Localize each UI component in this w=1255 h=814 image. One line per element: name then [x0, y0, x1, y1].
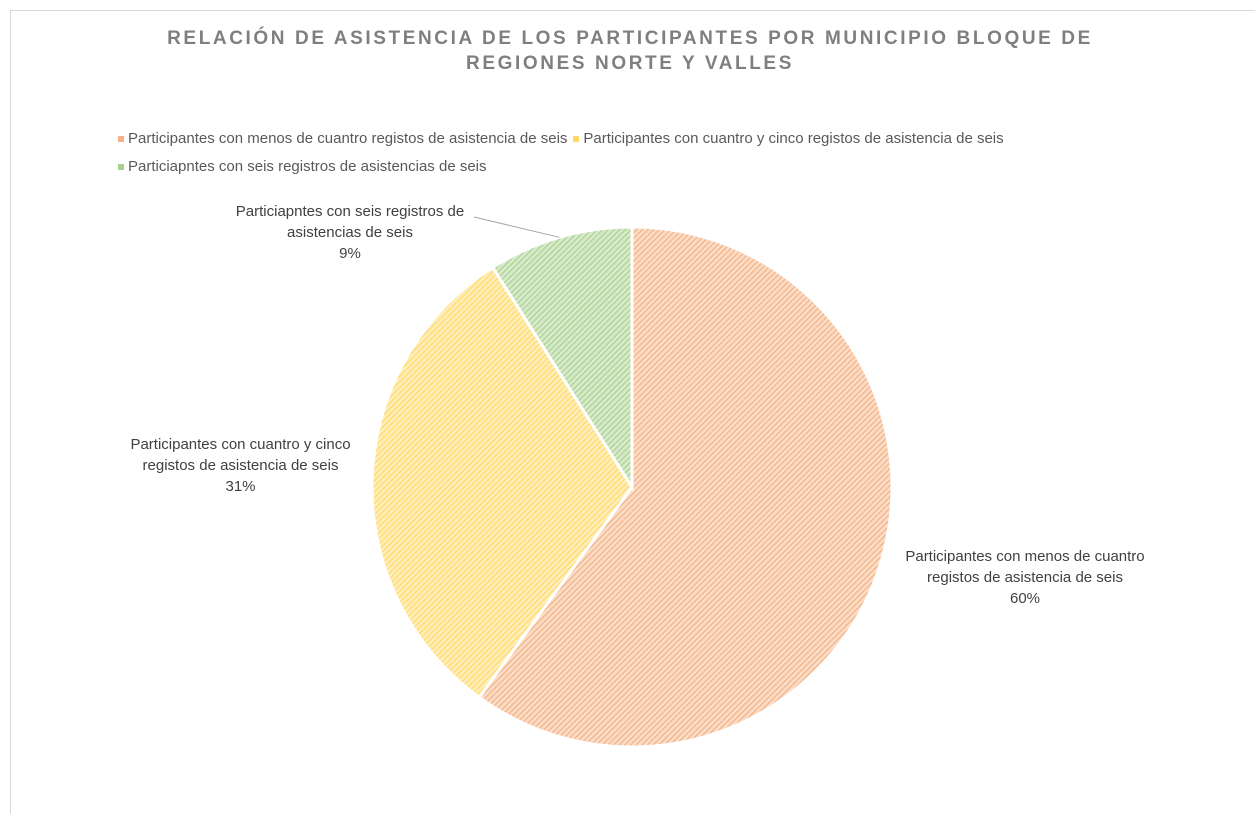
legend-swatch	[118, 164, 124, 170]
data-label: Particiapntes con seis registros de asis…	[220, 201, 480, 264]
pie-slice	[477, 225, 894, 749]
data-label-category: Particiapntes con seis registros de asis…	[235, 203, 465, 241]
data-label-value: 60%	[1009, 590, 1041, 607]
data-label-category: Participantes con cuantro y cinco regist…	[130, 436, 351, 474]
legend: Participantes con menos de cuantro regis…	[118, 130, 1158, 176]
legend-swatch	[573, 136, 580, 142]
legend-item: Participantes con cuantro y cinco regist…	[573, 130, 1004, 148]
data-label: Participantes con cuantro y cinco regist…	[118, 434, 363, 497]
pie-slice	[490, 225, 634, 493]
legend-swatch	[118, 136, 124, 142]
legend-item: Particiapntes con seis registros de asis…	[118, 158, 487, 176]
leader-line	[473, 216, 560, 238]
chart-title: RELACIÓN DE ASISTENCIA DE LOS PARTICIPAN…	[167, 28, 1093, 74]
legend-label: Particiapntes con seis registros de asis…	[128, 158, 487, 175]
legend-label: Participantes con cuantro y cinco regist…	[583, 130, 1004, 147]
data-label-value: 9%	[339, 245, 361, 262]
chart-frame	[10, 10, 1255, 814]
data-label-category: Participantes con menos de cuantro regis…	[905, 548, 1145, 586]
data-label-value: 31%	[225, 478, 256, 495]
legend-item: Participantes con menos de cuantro regis…	[118, 130, 567, 148]
pie-slice	[370, 265, 634, 700]
data-label: Participantes con menos de cuantro regis…	[900, 546, 1150, 609]
legend-label: Participantes con menos de cuantro regis…	[128, 130, 568, 147]
